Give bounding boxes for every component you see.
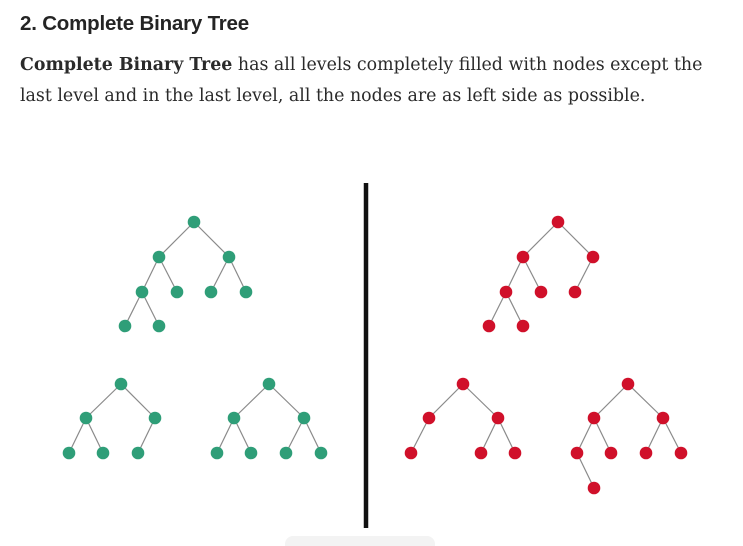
green-tree-top-node: [239, 285, 253, 299]
red-tree-top-edge: [522, 221, 559, 258]
red-tree-bottom-left-node: [456, 377, 470, 391]
red-tree-top-node: [568, 285, 582, 299]
red-tree-bottom-right-edge: [593, 383, 629, 419]
red-tree-bottom-left-node: [422, 411, 436, 425]
red-tree-bottom-right-edge: [593, 417, 612, 454]
green-tree-top-edge: [158, 221, 195, 258]
red-tree-top-node: [499, 285, 513, 299]
green-tree-bottom-right-edge: [268, 383, 305, 419]
red-tree-bottom-left-edge: [428, 383, 464, 419]
green-tree-top-node: [152, 319, 166, 333]
paragraph-text: has all levels completely filled with no…: [20, 55, 703, 106]
tree-edges: [68, 221, 682, 489]
red-tree-bottom-right-edge: [576, 452, 595, 489]
bottom-edge-shadow: [285, 536, 435, 546]
green-tree-bottom-right-node: [279, 446, 293, 460]
red-tree-top-edge: [488, 291, 507, 327]
paragraph-term: Complete Binary Tree: [20, 55, 233, 75]
red-tree-bottom-right-edge: [645, 417, 664, 454]
green-tree-bottom-right-edge: [303, 417, 322, 454]
red-tree-top-edge: [505, 256, 524, 293]
green-tree-top-node: [204, 285, 218, 299]
green-tree-top-node: [135, 285, 149, 299]
green-tree-top-edge: [141, 291, 160, 327]
green-tree-top-edge: [210, 256, 230, 293]
green-tree-top-edge: [124, 291, 143, 327]
green-tree-top-node: [152, 250, 166, 264]
red-tree-bottom-right-edge: [576, 417, 595, 454]
red-tree-bottom-left-edge: [497, 417, 516, 454]
green-tree-bottom-left-node: [114, 377, 128, 391]
red-tree-bottom-right-node: [604, 446, 618, 460]
red-tree-bottom-right-node: [674, 446, 688, 460]
green-tree-top-edge: [158, 256, 178, 293]
red-tree-top-node: [482, 319, 496, 333]
red-tree-top-node: [551, 215, 565, 229]
green-tree-bottom-left-edge: [85, 383, 122, 419]
red-tree-top-edge: [557, 221, 594, 258]
green-tree-bottom-left-node: [62, 446, 76, 460]
green-tree-bottom-right-node: [262, 377, 276, 391]
green-tree-top-node: [118, 319, 132, 333]
green-tree-top-node: [187, 215, 201, 229]
green-tree-top-edge: [228, 256, 247, 293]
green-tree-top-edge: [141, 256, 160, 293]
tree-nodes: [62, 215, 688, 495]
green-tree-bottom-left-node: [148, 411, 162, 425]
red-tree-bottom-right-node: [656, 411, 670, 425]
green-tree-bottom-left-edge: [68, 417, 87, 454]
red-tree-top-node: [534, 285, 548, 299]
red-tree-bottom-right-node: [587, 481, 601, 495]
red-tree-bottom-right-node: [570, 446, 584, 460]
green-tree-top-node: [222, 250, 236, 264]
green-tree-bottom-right-node: [297, 411, 311, 425]
green-tree-bottom-right-edge: [233, 383, 270, 419]
green-tree-top-edge: [193, 221, 230, 258]
red-tree-top-edge: [574, 256, 594, 293]
red-tree-bottom-left-node: [474, 446, 488, 460]
green-tree-bottom-right-edge: [233, 417, 252, 454]
red-tree-bottom-left-node: [508, 446, 522, 460]
green-tree-bottom-left-node: [131, 446, 145, 460]
green-tree-bottom-left-edge: [85, 417, 104, 454]
green-tree-top-node: [170, 285, 184, 299]
green-tree-bottom-left-node: [79, 411, 93, 425]
red-tree-top-edge: [522, 256, 542, 293]
red-tree-bottom-right-node: [621, 377, 635, 391]
green-tree-bottom-right-node: [227, 411, 241, 425]
green-tree-bottom-right-edge: [285, 417, 305, 454]
section-heading: 2. Complete Binary Tree: [20, 12, 249, 35]
green-tree-bottom-left-node: [96, 446, 110, 460]
green-tree-bottom-right-node: [244, 446, 258, 460]
red-tree-top-node: [586, 250, 600, 264]
green-tree-bottom-right-edge: [216, 417, 235, 454]
red-tree-bottom-right-edge: [627, 383, 664, 419]
red-tree-bottom-right-edge: [662, 417, 682, 454]
green-tree-bottom-left-edge: [120, 383, 156, 419]
green-tree-bottom-right-node: [210, 446, 224, 460]
red-tree-bottom-left-edge: [480, 417, 499, 454]
red-tree-bottom-right-node: [639, 446, 653, 460]
red-tree-bottom-right-node: [587, 411, 601, 425]
red-tree-bottom-left-node: [404, 446, 418, 460]
red-tree-top-edge: [505, 291, 524, 327]
red-tree-bottom-left-node: [491, 411, 505, 425]
red-tree-bottom-left-edge: [462, 383, 499, 419]
green-tree-bottom-left-edge: [137, 417, 156, 454]
section-paragraph: Complete Binary Tree has all levels comp…: [20, 50, 720, 112]
red-tree-top-node: [516, 250, 530, 264]
red-tree-top-node: [516, 319, 530, 333]
red-tree-bottom-left-edge: [410, 417, 430, 454]
green-tree-bottom-right-node: [314, 446, 328, 460]
